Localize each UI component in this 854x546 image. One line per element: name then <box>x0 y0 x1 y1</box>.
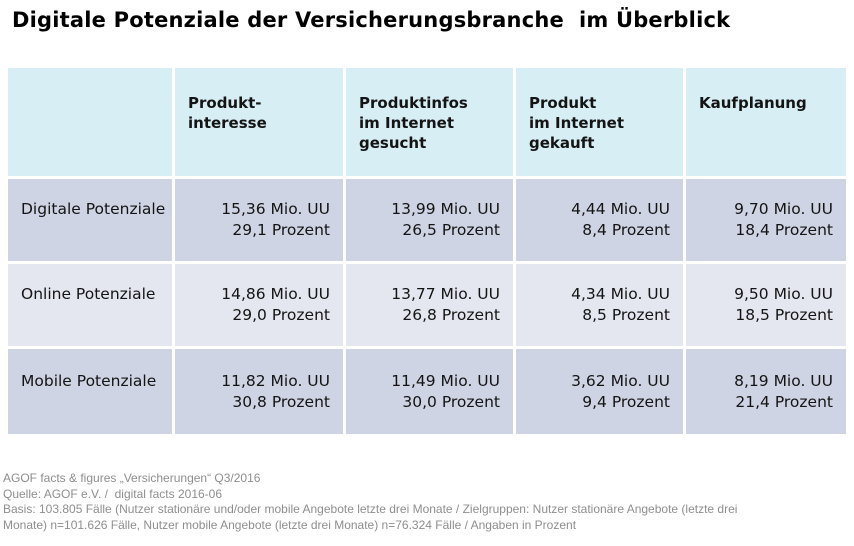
value-pct: 18,5 Prozent <box>735 306 833 324</box>
value-cell: 4,34 Mio. UU 8,5 Prozent <box>516 264 683 346</box>
value-pct: 29,0 Prozent <box>232 306 330 324</box>
row-label-text: Mobile Potenziale <box>21 371 157 390</box>
value-uu: 11,82 Mio. UU <box>221 371 330 390</box>
header-label: gekauft <box>529 134 595 152</box>
row-label-text: Digitale Potenziale <box>21 200 166 218</box>
value-pct: 26,5 Prozent <box>402 221 500 239</box>
value-uu: 9,50 Mio. UU <box>734 285 833 303</box>
value-uu: 14,86 Mio. UU <box>221 285 330 303</box>
value-uu: 4,34 Mio. UU <box>571 285 670 303</box>
value-pct: 8,5 Prozent <box>582 306 670 324</box>
value-cell: 13,99 Mio. UU 26,5 Prozent <box>346 179 513 261</box>
header-cell-produkt-gekauft: Produkt im Internet gekauft <box>516 68 683 176</box>
row-label-text: Online Potenziale <box>21 285 156 303</box>
value-uu: 15,36 Mio. UU <box>221 200 330 218</box>
value-uu: 8,19 Mio. UU <box>734 371 833 390</box>
footer-basis-line-1: Basis: 103.805 Fälle (Nutzer stationäre … <box>3 502 738 516</box>
data-table: Produkt- interesse Produktinfos im Inter… <box>8 68 846 434</box>
spacer <box>21 392 172 413</box>
value-cell: 11,82 Mio. UU 30,8 Prozent <box>175 349 343 434</box>
value-pct: 8,4 Prozent <box>582 221 670 239</box>
footer-source-line: AGOF facts & figures „Versicherungen“ Q3… <box>3 471 261 485</box>
footer-quelle-line: Quelle: AGOF e.V. / digital facts 2016-0… <box>3 486 223 501</box>
header-label: Produkt- <box>188 94 262 112</box>
value-pct: 9,4 Prozent <box>582 392 670 411</box>
spacer <box>21 305 172 326</box>
value-uu: 3,62 Mio. UU <box>571 371 670 390</box>
value-cell: 14,86 Mio. UU 29,0 Prozent <box>175 264 343 346</box>
value-uu: 13,77 Mio. UU <box>391 285 500 303</box>
header-label: Produkt <box>529 94 597 112</box>
header-label: im Internet <box>529 114 625 132</box>
value-uu: 11,49 Mio. UU <box>391 371 500 390</box>
value-uu: 9,70 Mio. UU <box>734 200 833 218</box>
value-pct: 18,4 Prozent <box>735 221 833 239</box>
value-pct: 30,8 Prozent <box>232 392 330 411</box>
value-pct: 21,4 Prozent <box>735 392 833 411</box>
footer-basis-line-2: Monate) n=101.626 Fälle, Nutzer mobile A… <box>3 517 577 532</box>
header-cell-kaufplanung: Kaufplanung <box>686 68 846 176</box>
row-label-online-potenziale: Online Potenziale <box>8 264 172 346</box>
value-pct: 30,0 Prozent <box>402 392 500 411</box>
header-label: gesucht <box>359 134 427 152</box>
value-uu: 13,99 Mio. UU <box>391 200 500 218</box>
footer-notes: AGOF facts & figures „Versicherungen“ Q3… <box>3 471 737 533</box>
row-label-mobile-potenziale: Mobile Potenziale <box>8 349 172 434</box>
value-uu: 4,44 Mio. UU <box>571 200 670 218</box>
header-cell-empty <box>8 68 172 176</box>
page-title: Digitale Potenziale der Versicherungsbra… <box>12 8 731 32</box>
value-cell: 15,36 Mio. UU 29,1 Prozent <box>175 179 343 261</box>
value-pct: 26,8 Prozent <box>402 306 500 324</box>
row-label-digitale-potenziale: Digitale Potenziale <box>8 179 172 261</box>
value-cell: 4,44 Mio. UU 8,4 Prozent <box>516 179 683 261</box>
value-cell: 8,19 Mio. UU 21,4 Prozent <box>686 349 846 434</box>
header-label: im Internet <box>359 114 455 132</box>
spacer <box>21 220 172 241</box>
value-cell: 11,49 Mio. UU 30,0 Prozent <box>346 349 513 434</box>
value-cell: 13,77 Mio. UU 26,8 Prozent <box>346 264 513 346</box>
value-pct: 29,1 Prozent <box>232 221 330 239</box>
header-label: Produktinfos <box>359 94 468 112</box>
header-cell-produktinfos-gesucht: Produktinfos im Internet gesucht <box>346 68 513 176</box>
value-cell: 9,50 Mio. UU 18,5 Prozent <box>686 264 846 346</box>
header-label: interesse <box>188 114 267 132</box>
value-cell: 9,70 Mio. UU 18,4 Prozent <box>686 179 846 261</box>
header-cell-produktinteresse: Produkt- interesse <box>175 68 343 176</box>
header-label: Kaufplanung <box>699 94 807 112</box>
value-cell: 3,62 Mio. UU 9,4 Prozent <box>516 349 683 434</box>
